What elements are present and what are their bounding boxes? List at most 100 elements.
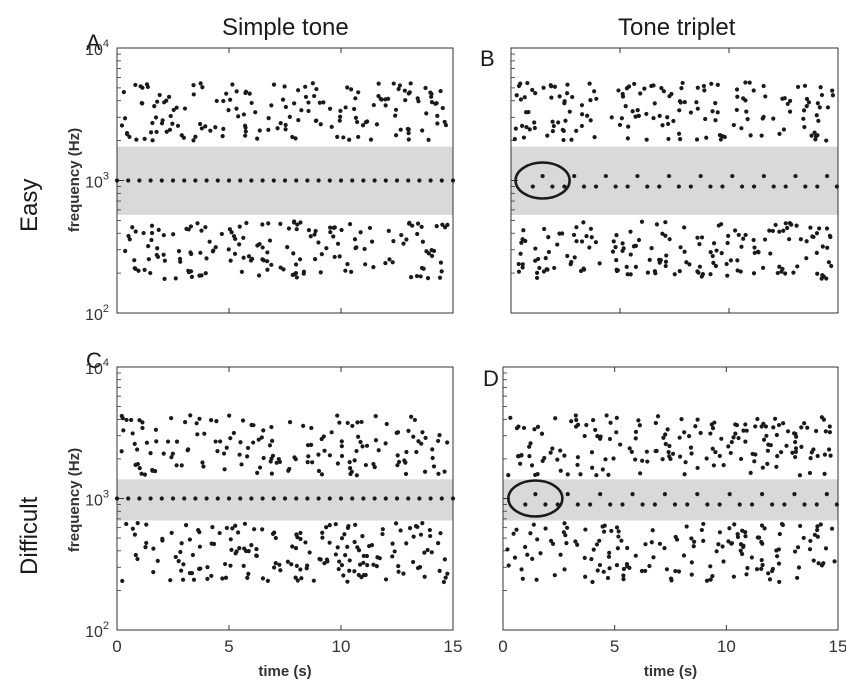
distractor-dot [161,451,166,456]
distractor-dot [411,534,416,539]
distractor-dot [611,239,616,244]
distractor-dot [414,273,420,279]
distractor-dot [682,225,687,230]
distractor-dot [799,444,804,449]
distractor-dot [781,127,787,132]
distractor-dot [678,245,683,250]
distractor-dot [795,84,801,90]
distractor-dot [701,83,707,89]
distractor-dot [550,128,555,134]
distractor-dot [621,573,626,578]
distractor-dot [804,256,809,261]
distractor-dot [296,88,301,93]
distractor-dot [267,443,273,448]
distractor-dot [133,462,138,467]
distractor-dot [619,538,624,543]
distractor-dot [176,249,182,254]
distractor-dot [829,263,834,269]
distractor-dot [689,572,694,577]
distractor-dot [514,527,519,532]
distractor-dot [242,521,248,526]
distractor-dot [171,232,176,237]
distractor-dot [679,417,684,422]
distractor-dot [797,473,803,478]
distractor-dot [214,418,219,424]
distractor-dot [565,472,570,477]
distractor-dot [770,566,775,572]
distractor-dot [762,526,767,531]
distractor-dot [555,242,560,247]
distractor-dot [627,565,632,570]
x-tick-label: 5 [610,637,619,656]
panel-d: 0 5 10 15 time (s) [498,366,846,680]
distractor-dot [123,248,128,254]
distractor-dot [260,245,265,250]
distractor-dot [775,554,780,559]
distractor-dot [741,236,746,241]
target-dot [260,178,265,183]
distractor-dot [151,546,156,551]
distractor-dot [564,541,569,546]
x-tick-label: 10 [332,637,351,656]
distractor-dot [537,265,542,271]
distractor-dot [246,549,251,554]
distractor-dot [434,224,439,229]
distractor-dot [682,472,687,477]
distractor-dot [189,571,195,576]
distractor-dot [751,237,756,243]
distractor-dot [443,122,449,128]
distractor-dot [228,97,233,102]
distractor-dot [271,565,277,570]
distractor-dot [670,451,676,456]
distractor-dot [734,422,740,428]
distractor-dot [689,560,694,565]
distractor-dot [273,561,278,566]
distractor-dot [679,85,684,91]
distractor-dot [802,83,808,88]
distractor-dot [312,232,317,237]
distractor-dot [743,439,748,444]
distractor-dot [221,98,226,104]
distractor-dot [575,542,580,547]
distractor-dot [505,547,510,552]
distractor-dot [651,115,656,121]
distractor-dot [513,126,518,131]
distractor-dot [814,231,820,236]
distractor-dot [275,126,280,131]
distractor-dot [734,87,740,92]
distractor-dot [514,426,520,431]
distractor-dot [396,86,401,92]
distractor-dot [329,124,334,129]
distractor-dot [805,425,810,430]
distractor-dot [817,226,822,231]
distractor-dot [534,270,540,275]
distractor-dot [543,526,548,531]
distractor-dot [265,259,270,264]
distractor-dot [729,541,734,546]
distractor-dot [616,534,621,539]
distractor-dot [242,546,247,551]
distractor-dot [285,245,290,250]
distractor-dot [695,106,700,111]
target-dot [695,492,700,497]
target-dot [428,178,433,183]
distractor-dot [724,261,729,267]
distractor-dot [354,473,359,478]
distractor-dot [684,260,689,265]
target-dot [834,184,840,189]
distractor-dot [535,537,540,542]
distractor-dot [694,100,699,105]
distractor-dot [229,547,234,552]
distractor-dot [712,420,717,425]
distractor-dot [119,123,125,128]
distractor-dot [338,108,343,113]
distractor-dot [383,441,388,446]
distractor-dot [693,424,698,429]
distractor-dot [403,98,408,103]
distractor-dot [425,547,430,553]
distractor-dot [588,118,593,123]
distractor-dot [818,522,823,527]
distractor-dot [793,549,798,554]
distractor-dot [824,138,829,143]
target-dot [783,184,788,189]
